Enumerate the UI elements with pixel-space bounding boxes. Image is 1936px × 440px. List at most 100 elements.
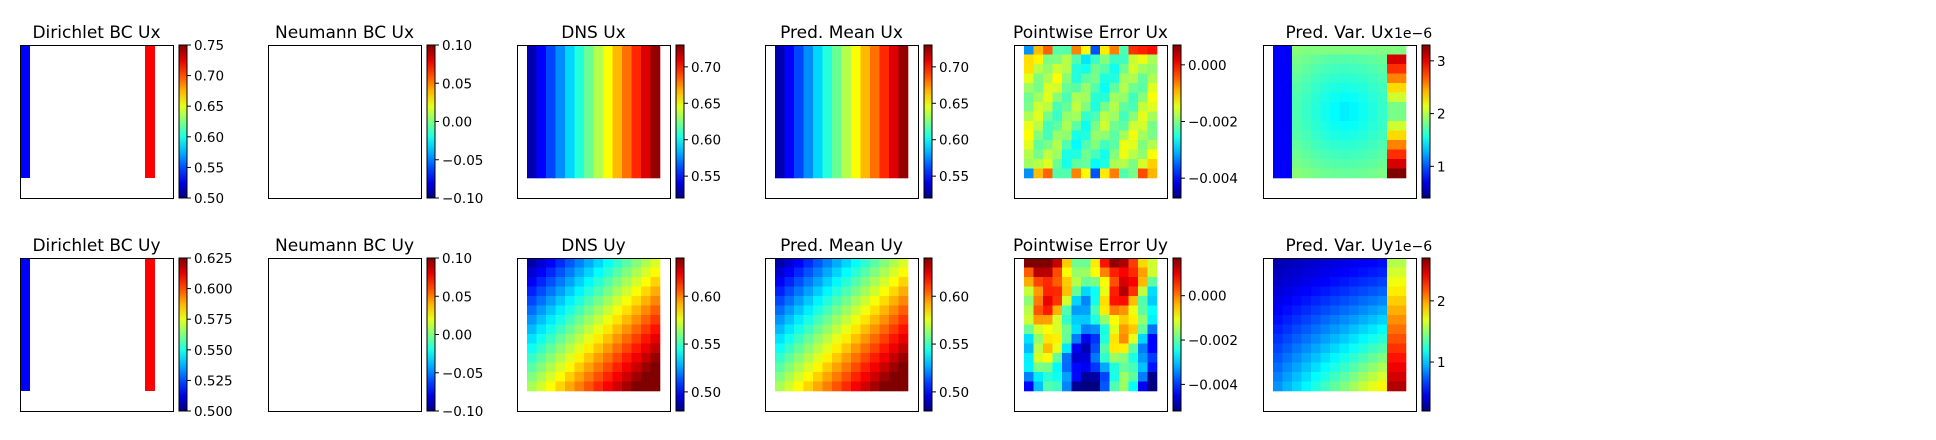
heatmap-cell	[841, 83, 852, 93]
heatmap-cell	[650, 111, 661, 122]
heatmap-cell	[1109, 45, 1120, 55]
heatmap-cell	[1043, 111, 1053, 122]
heatmap-cell	[612, 73, 623, 84]
heatmap-cell	[1368, 324, 1378, 335]
heatmap-cell	[1339, 258, 1350, 268]
heatmap-cell	[860, 296, 871, 306]
heatmap-cell	[1387, 362, 1397, 373]
heatmap-cell	[889, 372, 899, 382]
heatmap-cell	[803, 111, 814, 122]
heatmap-cell	[650, 362, 661, 373]
heatmap-cell	[1301, 324, 1312, 335]
heatmap-cell	[527, 140, 537, 150]
heatmap-cell	[584, 277, 594, 287]
heatmap-cell	[1339, 353, 1350, 363]
subplot-title: Neumann BC Uy	[275, 236, 414, 256]
heatmap-cell	[784, 277, 795, 287]
heatmap-cell	[650, 73, 661, 84]
heatmap-cell	[1396, 353, 1407, 363]
heatmap-cell	[1320, 130, 1331, 141]
heatmap-cell	[1062, 121, 1072, 131]
heatmap-cell	[1081, 381, 1091, 392]
heatmap-cell	[1273, 102, 1283, 112]
heatmap-cell	[1147, 140, 1158, 150]
heatmap-cell	[851, 324, 861, 335]
heatmap-cell	[631, 149, 642, 160]
axes-frame	[1263, 45, 1417, 199]
heatmap-cell	[1100, 258, 1110, 268]
heatmap-cell	[803, 121, 814, 131]
heatmap-cell	[1033, 54, 1044, 65]
heatmap-cell	[832, 372, 842, 382]
heatmap-cell	[536, 381, 547, 392]
heatmap-cell	[1320, 381, 1331, 392]
heatmap-cell	[1292, 334, 1302, 344]
heatmap-cell	[794, 343, 804, 354]
heatmap-cell	[1396, 64, 1407, 74]
heatmap-cell	[775, 286, 785, 297]
heatmap-cell	[1100, 102, 1110, 112]
heatmap-cell	[1330, 92, 1340, 103]
heatmap-cell	[1368, 334, 1378, 344]
heatmap-cell	[1128, 92, 1139, 103]
heatmap-cell	[889, 45, 899, 55]
heatmap-cell	[1320, 296, 1331, 306]
heatmap-cell	[1311, 324, 1321, 335]
heatmap-cell	[584, 45, 594, 55]
heatmap-cell	[1062, 92, 1072, 103]
heatmap-cell	[1358, 130, 1369, 141]
heatmap-cell	[1109, 258, 1120, 268]
heatmap-cell	[1339, 54, 1350, 65]
heatmap-cell	[593, 296, 604, 306]
heatmap-cell	[1128, 140, 1139, 150]
heatmap-cell	[898, 111, 909, 122]
heatmap-cell	[565, 45, 575, 55]
heatmap-cell	[1147, 372, 1158, 382]
heatmap-cell	[813, 258, 823, 268]
heatmap-cell	[1349, 45, 1359, 55]
heatmap-cell	[584, 130, 594, 141]
heatmap-cell	[1033, 159, 1044, 169]
heatmap-cell	[1301, 267, 1312, 278]
heatmap-cell	[775, 334, 785, 344]
heatmap-cell	[1138, 296, 1148, 306]
heatmap-cell	[641, 334, 651, 344]
heatmap-cell	[1377, 45, 1388, 55]
colorbar-tick-label: 0.625	[194, 251, 233, 267]
colorbar-tick-label: 0.000	[1188, 58, 1227, 74]
colorbar-tick-label: 0.550	[194, 343, 233, 359]
heatmap-cell	[631, 168, 642, 179]
heatmap-cell	[870, 54, 880, 65]
heatmap-cell	[1320, 73, 1331, 84]
heatmap-cell	[1033, 381, 1044, 392]
heatmap-cell	[603, 64, 613, 74]
heatmap-cell	[1128, 381, 1139, 392]
heatmap-cell	[1320, 372, 1331, 382]
colorbar-tick-label: 0.10	[442, 251, 472, 267]
heatmap-cell	[1301, 73, 1312, 84]
heatmap-cell	[822, 372, 833, 382]
heatmap-cell	[1024, 54, 1034, 65]
heatmap-cell	[794, 83, 804, 93]
heatmap-cell	[1358, 343, 1369, 354]
heatmap-cell	[1024, 149, 1034, 160]
heatmap-cell	[631, 159, 642, 169]
heatmap-cell	[1349, 121, 1359, 131]
heatmap-cell	[1282, 362, 1293, 373]
heatmap-cell	[584, 334, 594, 344]
heatmap-cell	[565, 92, 575, 103]
heatmap-cell	[1387, 267, 1397, 278]
heatmap-cell	[1349, 111, 1359, 122]
heatmap-cell	[622, 168, 632, 179]
heatmap-cell	[584, 362, 594, 373]
heatmap-cell	[574, 111, 585, 122]
heatmap-cell	[803, 315, 814, 325]
heatmap-cell	[527, 353, 537, 363]
heatmap-cell	[1301, 372, 1312, 382]
axes-frame	[1014, 45, 1168, 199]
heatmap-cell	[1273, 140, 1283, 150]
heatmap-cell	[1311, 168, 1321, 179]
heatmap-cell	[784, 45, 795, 55]
heatmap-cell	[555, 111, 566, 122]
heatmap-cell	[1311, 73, 1321, 84]
